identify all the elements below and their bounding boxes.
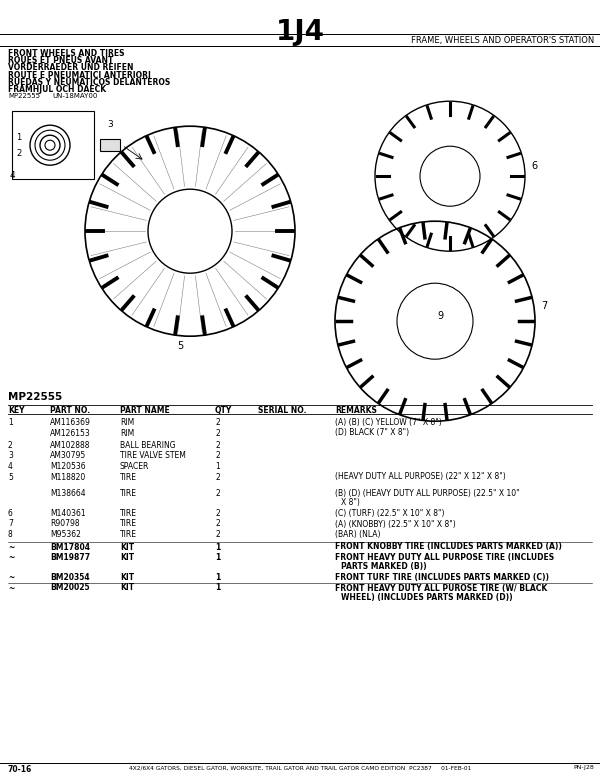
Text: 1: 1 — [215, 573, 220, 582]
Text: PART NAME: PART NAME — [120, 406, 170, 415]
Text: MP22555: MP22555 — [8, 392, 62, 402]
Text: TIRE: TIRE — [120, 519, 137, 528]
FancyBboxPatch shape — [12, 111, 94, 179]
Text: (BAR) (NLA): (BAR) (NLA) — [335, 530, 380, 539]
Text: BALL BEARING: BALL BEARING — [120, 441, 176, 450]
Text: SPACER: SPACER — [120, 462, 149, 471]
Text: RIM: RIM — [120, 418, 134, 427]
Text: 3: 3 — [107, 120, 113, 129]
Text: ~: ~ — [8, 584, 14, 593]
Text: WHEEL) (INCLUDES PARTS MARKED (D)): WHEEL) (INCLUDES PARTS MARKED (D)) — [341, 593, 512, 602]
Text: BM19877: BM19877 — [50, 553, 90, 562]
Text: ~: ~ — [8, 573, 14, 582]
Text: 2: 2 — [215, 428, 220, 438]
Text: KIT: KIT — [120, 542, 134, 552]
Text: TIRE: TIRE — [120, 489, 137, 498]
Text: X 8"): X 8") — [341, 498, 360, 508]
Text: KIT: KIT — [120, 573, 134, 582]
Text: M120536: M120536 — [50, 462, 86, 471]
Text: BM20025: BM20025 — [50, 584, 89, 593]
Text: 5: 5 — [177, 341, 183, 352]
Text: 1: 1 — [215, 542, 220, 552]
Text: 4: 4 — [8, 462, 13, 471]
Text: 1: 1 — [215, 553, 220, 562]
Text: FRONT HEAVY DUTY ALL PURPOSE TIRE (INCLUDES: FRONT HEAVY DUTY ALL PURPOSE TIRE (INCLU… — [335, 553, 554, 562]
Text: 2: 2 — [16, 149, 21, 158]
Text: KIT: KIT — [120, 584, 134, 593]
Text: AM116369: AM116369 — [50, 418, 91, 427]
Text: 1J4: 1J4 — [275, 18, 325, 46]
Text: FRONT HEAVY DUTY ALL PUROSE TIRE (W/ BLACK: FRONT HEAVY DUTY ALL PUROSE TIRE (W/ BLA… — [335, 584, 547, 593]
Text: 2: 2 — [215, 441, 220, 450]
Text: 6: 6 — [531, 161, 537, 171]
Text: 2: 2 — [215, 489, 220, 498]
Text: BM17804: BM17804 — [50, 542, 90, 552]
Text: M118820: M118820 — [50, 473, 85, 481]
Text: QTY: QTY — [215, 406, 232, 415]
Text: (C) (TURF) (22.5" X 10" X 8"): (C) (TURF) (22.5" X 10" X 8") — [335, 509, 445, 518]
Text: ROUES ET PNEUS AVANT: ROUES ET PNEUS AVANT — [8, 56, 113, 65]
Text: FRAMHJUL OCH DAECK: FRAMHJUL OCH DAECK — [8, 85, 106, 94]
Text: 1: 1 — [8, 418, 13, 427]
Text: VORDERRAEDER UND REIFEN: VORDERRAEDER UND REIFEN — [8, 64, 133, 72]
Bar — [0, 101, 600, 388]
Text: PART NO.: PART NO. — [50, 406, 90, 415]
Text: (B) (D) (HEAVY DUTY ALL PURPOSE) (22.5" X 10": (B) (D) (HEAVY DUTY ALL PURPOSE) (22.5" … — [335, 489, 520, 498]
Text: ROUTE E PNEUMATICI ANTERIORI: ROUTE E PNEUMATICI ANTERIORI — [8, 71, 151, 80]
Text: PARTS MARKED (B)): PARTS MARKED (B)) — [341, 563, 427, 571]
Text: 5: 5 — [8, 473, 13, 481]
Text: 1: 1 — [215, 584, 220, 593]
Text: (D) BLACK (7" X 8"): (D) BLACK (7" X 8") — [335, 428, 409, 438]
Text: M95362: M95362 — [50, 530, 81, 539]
Text: BM20354: BM20354 — [50, 573, 89, 582]
Text: M138664: M138664 — [50, 489, 86, 498]
Text: AM102888: AM102888 — [50, 441, 91, 450]
Text: 7: 7 — [8, 519, 13, 528]
Text: SERIAL NO.: SERIAL NO. — [258, 406, 307, 415]
Text: TIRE: TIRE — [120, 473, 137, 481]
Text: PN-J28: PN-J28 — [573, 765, 594, 770]
Text: 8: 8 — [8, 530, 13, 539]
Text: 2: 2 — [215, 509, 220, 518]
Text: 1: 1 — [215, 462, 220, 471]
Bar — [100, 139, 120, 151]
Text: (HEAVY DUTY ALL PURPOSE) (22" X 12" X 8"): (HEAVY DUTY ALL PURPOSE) (22" X 12" X 8"… — [335, 473, 506, 481]
Text: 2: 2 — [215, 452, 220, 460]
Text: 7: 7 — [541, 301, 547, 311]
Text: ~: ~ — [8, 553, 14, 562]
Text: 2: 2 — [215, 530, 220, 539]
Text: RUEDAS Y NEUMATICOS DELANTEROS: RUEDAS Y NEUMATICOS DELANTEROS — [8, 78, 170, 87]
Text: 4: 4 — [10, 171, 16, 180]
Text: 6: 6 — [8, 509, 13, 518]
Text: AM126153: AM126153 — [50, 428, 91, 438]
Text: AM30795: AM30795 — [50, 452, 86, 460]
Text: FRAME, WHEELS AND OPERATOR'S STATION: FRAME, WHEELS AND OPERATOR'S STATION — [411, 36, 594, 45]
Text: 3: 3 — [8, 452, 13, 460]
Text: MP22555: MP22555 — [8, 93, 40, 99]
Text: FRONT WHEELS AND TIRES: FRONT WHEELS AND TIRES — [8, 49, 125, 58]
Text: KIT: KIT — [120, 553, 134, 562]
Text: M140361: M140361 — [50, 509, 86, 518]
Text: FRONT TURF TIRE (INCLUDES PARTS MARKED (C)): FRONT TURF TIRE (INCLUDES PARTS MARKED (… — [335, 573, 549, 582]
Text: ~: ~ — [8, 542, 14, 552]
Text: 2: 2 — [215, 418, 220, 427]
Text: TIRE VALVE STEM: TIRE VALVE STEM — [120, 452, 186, 460]
Text: 9: 9 — [437, 311, 443, 321]
Text: UN-18MAY00: UN-18MAY00 — [52, 93, 97, 99]
Text: FRONT KNOBBY TIRE (INCLUDES PARTS MARKED (A)): FRONT KNOBBY TIRE (INCLUDES PARTS MARKED… — [335, 542, 562, 552]
Text: 1: 1 — [16, 133, 21, 142]
Text: TIRE: TIRE — [120, 530, 137, 539]
Text: 2: 2 — [8, 441, 13, 450]
Text: 2: 2 — [215, 519, 220, 528]
Text: (A) (KNOBBY) (22.5" X 10" X 8"): (A) (KNOBBY) (22.5" X 10" X 8") — [335, 519, 456, 528]
Text: KEY: KEY — [8, 406, 25, 415]
Text: 2: 2 — [215, 473, 220, 481]
Text: TIRE: TIRE — [120, 509, 137, 518]
Text: RIM: RIM — [120, 428, 134, 438]
Text: 70-16: 70-16 — [8, 765, 32, 774]
Text: R90798: R90798 — [50, 519, 80, 528]
Text: REMARKS: REMARKS — [335, 406, 377, 415]
Text: 4X2/6X4 GATORS, DIESEL GATOR, WORKSITE, TRAIL GATOR AND TRAIL GATOR CAMO EDITION: 4X2/6X4 GATORS, DIESEL GATOR, WORKSITE, … — [129, 765, 471, 770]
Text: (A) (B) (C) YELLOW (7" X 8"): (A) (B) (C) YELLOW (7" X 8") — [335, 418, 442, 427]
